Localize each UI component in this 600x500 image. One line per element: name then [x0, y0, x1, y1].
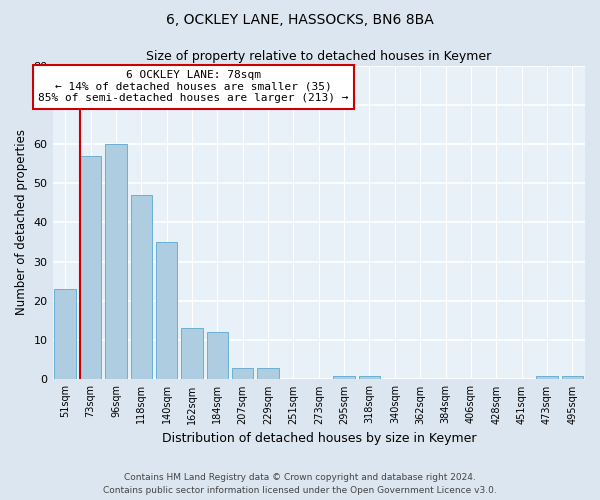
Bar [359, 376, 380, 380]
Bar [334, 376, 355, 380]
X-axis label: Distribution of detached houses by size in Keymer: Distribution of detached houses by size … [161, 432, 476, 445]
Bar [80, 156, 101, 380]
Bar [105, 144, 127, 380]
Bar [536, 376, 558, 380]
Text: 6, OCKLEY LANE, HASSOCKS, BN6 8BA: 6, OCKLEY LANE, HASSOCKS, BN6 8BA [166, 12, 434, 26]
Text: Contains HM Land Registry data © Crown copyright and database right 2024.
Contai: Contains HM Land Registry data © Crown c… [103, 473, 497, 495]
Title: Size of property relative to detached houses in Keymer: Size of property relative to detached ho… [146, 50, 491, 63]
Bar [562, 376, 583, 380]
Bar [257, 368, 279, 380]
Bar [181, 328, 203, 380]
Y-axis label: Number of detached properties: Number of detached properties [15, 130, 28, 316]
Text: 6 OCKLEY LANE: 78sqm
← 14% of detached houses are smaller (35)
85% of semi-detac: 6 OCKLEY LANE: 78sqm ← 14% of detached h… [38, 70, 349, 104]
Bar [206, 332, 228, 380]
Bar [156, 242, 178, 380]
Bar [55, 289, 76, 380]
Bar [131, 195, 152, 380]
Bar [232, 368, 253, 380]
